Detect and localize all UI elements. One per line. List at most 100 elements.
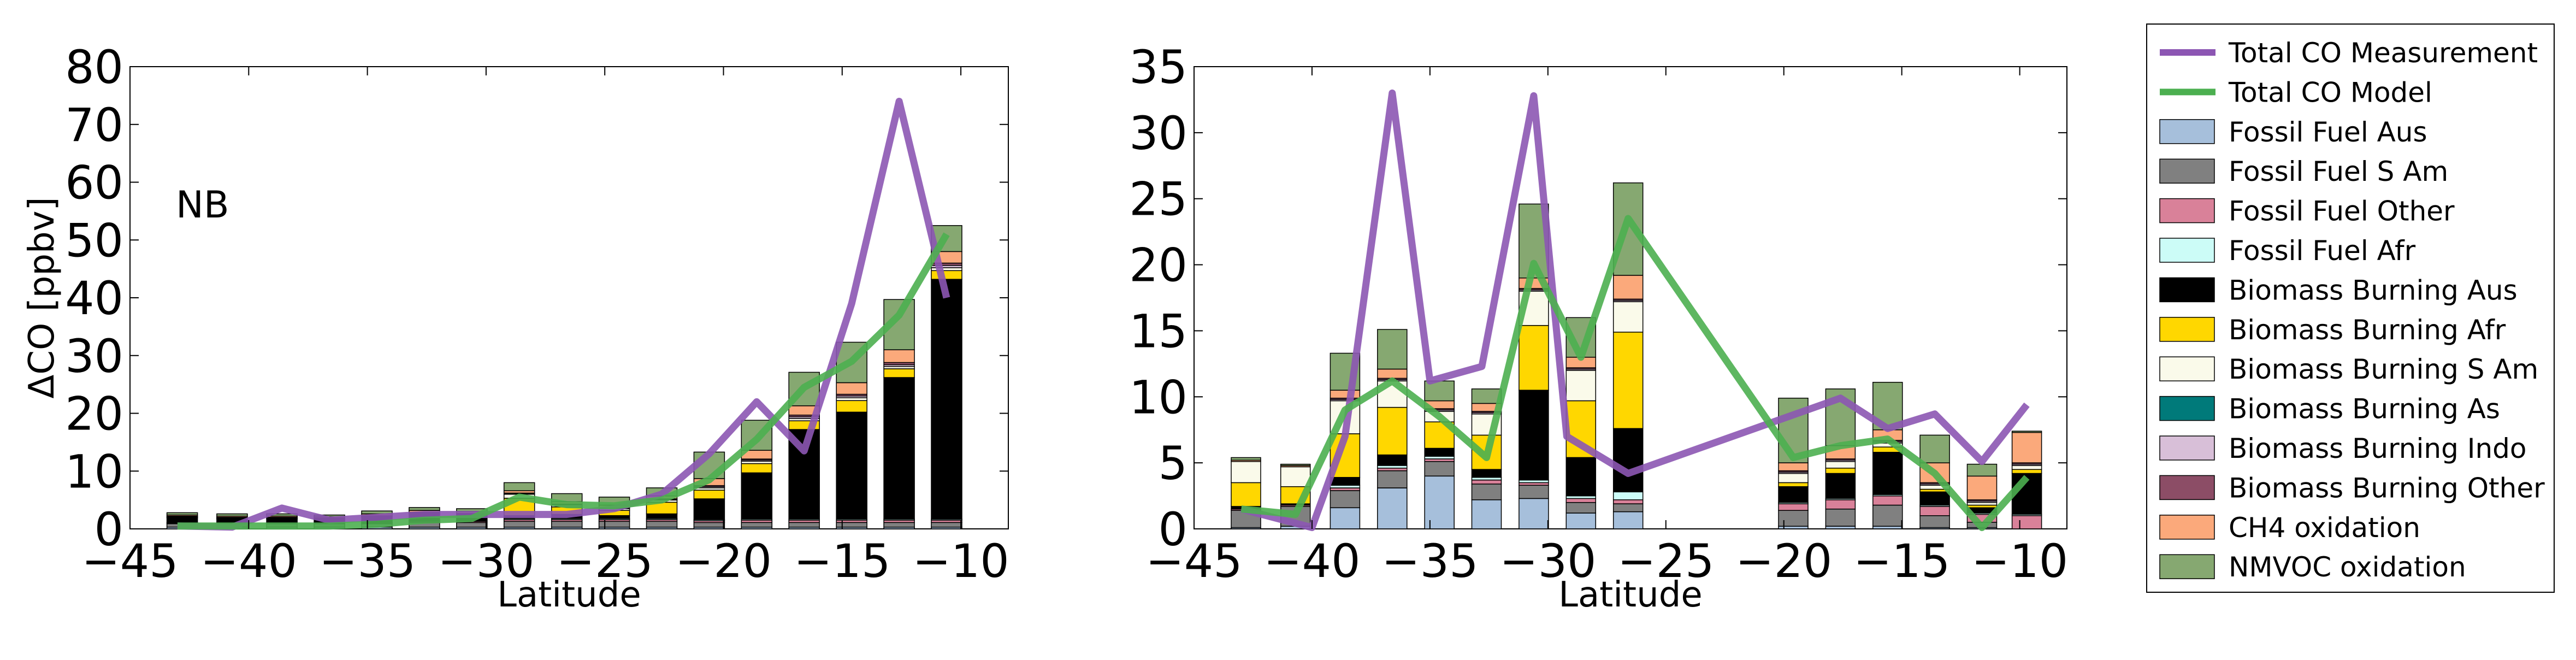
y-tick-label: 0 — [94, 503, 123, 556]
legend-patch-swatch — [2159, 554, 2215, 579]
bar-segment — [693, 498, 725, 520]
x-tick-label: −35 — [319, 534, 416, 588]
legend-label: Biomass Burning Afr — [2229, 314, 2506, 346]
bar-segment — [1825, 468, 1856, 474]
bar-segment — [1778, 486, 1809, 503]
x-tick-label: −15 — [794, 534, 890, 588]
legend-label: Biomass Burning Indo — [2229, 433, 2526, 464]
bar-segment — [931, 522, 962, 528]
y-tick-label: 60 — [65, 156, 123, 210]
bar-segment — [456, 522, 488, 528]
bar-segment — [836, 382, 867, 395]
bar-segment — [1872, 504, 1903, 527]
bar-segment — [1612, 428, 1644, 493]
bar-segment — [1565, 502, 1597, 514]
bar-segment — [216, 513, 248, 517]
bar-segment — [1377, 406, 1408, 456]
bar-segment — [693, 522, 725, 528]
y-tick-label: 20 — [1129, 239, 1187, 292]
y-axis-label: ΔCO [ppbv] — [22, 197, 62, 399]
y-tick-label: 70 — [65, 98, 123, 152]
bar-segment — [1778, 503, 1809, 511]
bar-segment — [883, 368, 915, 378]
y-tick-label: 35 — [1129, 40, 1187, 94]
bar-segment — [1330, 507, 1361, 529]
bar-segment — [1919, 515, 1950, 528]
y-tick-label: 40 — [65, 272, 123, 325]
bar-segment — [503, 482, 535, 491]
bar-segment — [646, 513, 678, 519]
measurement-line — [1240, 89, 2030, 532]
y-tick-label: 30 — [1129, 107, 1187, 160]
bar-segment — [2011, 515, 2042, 529]
legend-label: Fossil Fuel S Am — [2229, 156, 2448, 187]
bar-segment — [1872, 495, 1903, 506]
bar-segment — [1872, 452, 1903, 495]
model-line — [177, 232, 950, 530]
bar-segment — [836, 522, 867, 528]
bar-segment — [1919, 506, 1950, 516]
bar-segment — [931, 270, 962, 280]
bar-segment — [1519, 325, 1549, 391]
legend-patch-swatch — [2159, 396, 2215, 421]
y-tick-label: 15 — [1129, 304, 1187, 358]
y-tick-label: 20 — [65, 387, 123, 441]
bar-segment — [1565, 512, 1597, 529]
bar-segment — [741, 463, 773, 474]
bar-segment — [1612, 332, 1644, 429]
x-axis-label: Latitude — [497, 575, 641, 615]
bar-segment — [836, 400, 867, 413]
right-chart-panel: −45 −40 −35 −30 −25 −20 −15 −10 0 5 10 15 20 25 30 35 La… — [1129, 40, 2068, 615]
x-tick-label: −20 — [675, 534, 772, 588]
bar-segment — [2011, 465, 2042, 470]
bar-segment — [1778, 473, 1809, 484]
bar-segment — [646, 521, 678, 528]
y-tick-label: 10 — [65, 445, 123, 498]
bar-segment — [1471, 499, 1502, 529]
bar-segment — [1825, 473, 1856, 499]
bar-segment — [1612, 503, 1644, 512]
bar-segment — [788, 522, 820, 528]
bar-segment — [1966, 463, 1998, 477]
legend-patch-swatch — [2159, 198, 2215, 223]
model-line — [1240, 215, 2030, 532]
bar-segment — [1330, 487, 1361, 491]
bar-segment — [1377, 329, 1408, 370]
bar-segment — [1424, 461, 1455, 477]
legend-label: Total CO Model — [2228, 76, 2432, 108]
bar-segment — [2011, 432, 2042, 463]
bar-segment — [1377, 487, 1408, 529]
legend-label: Biomass Burning S Am — [2229, 353, 2538, 385]
legend-label: Biomass Burning Aus — [2229, 274, 2518, 306]
x-axis-label: Latitude — [1558, 575, 1702, 615]
bar-segment — [1377, 454, 1408, 466]
legend-frame — [2146, 23, 2555, 593]
legend: Total CO Measurement Total CO Model Fossil… — [2146, 23, 2555, 593]
x-tick-label: −15 — [1853, 534, 1950, 588]
bar-segment — [409, 507, 440, 511]
bar-segment — [1519, 498, 1549, 529]
bar-segment — [598, 515, 630, 519]
legend-label: CH4 oxidation — [2229, 512, 2420, 544]
bar-segment — [1330, 390, 1361, 399]
x-tick-label: −45 — [81, 534, 178, 588]
bar-segment — [1519, 485, 1549, 499]
bar-segment — [883, 299, 915, 350]
bar-segment — [741, 472, 773, 520]
legend-patch-swatch — [2159, 119, 2215, 144]
bar-segment — [1966, 502, 1998, 506]
x-tick-label: −10 — [912, 534, 1009, 588]
bar-segment — [266, 518, 298, 523]
legend-label: Biomass Burning Other — [2229, 472, 2545, 504]
bar-segment — [1919, 434, 1950, 463]
x-tick-label: −20 — [1735, 534, 1832, 588]
bar-segment — [1280, 466, 1311, 487]
bar-segment — [1612, 511, 1644, 529]
x-tick-label: −25 — [557, 534, 653, 588]
bar-segment — [1825, 461, 1856, 469]
bar-segment — [693, 490, 725, 499]
bar-segment — [883, 522, 915, 528]
bar-segment — [1825, 499, 1856, 510]
bar-segment — [1778, 510, 1809, 527]
bar-segment — [1565, 498, 1597, 503]
